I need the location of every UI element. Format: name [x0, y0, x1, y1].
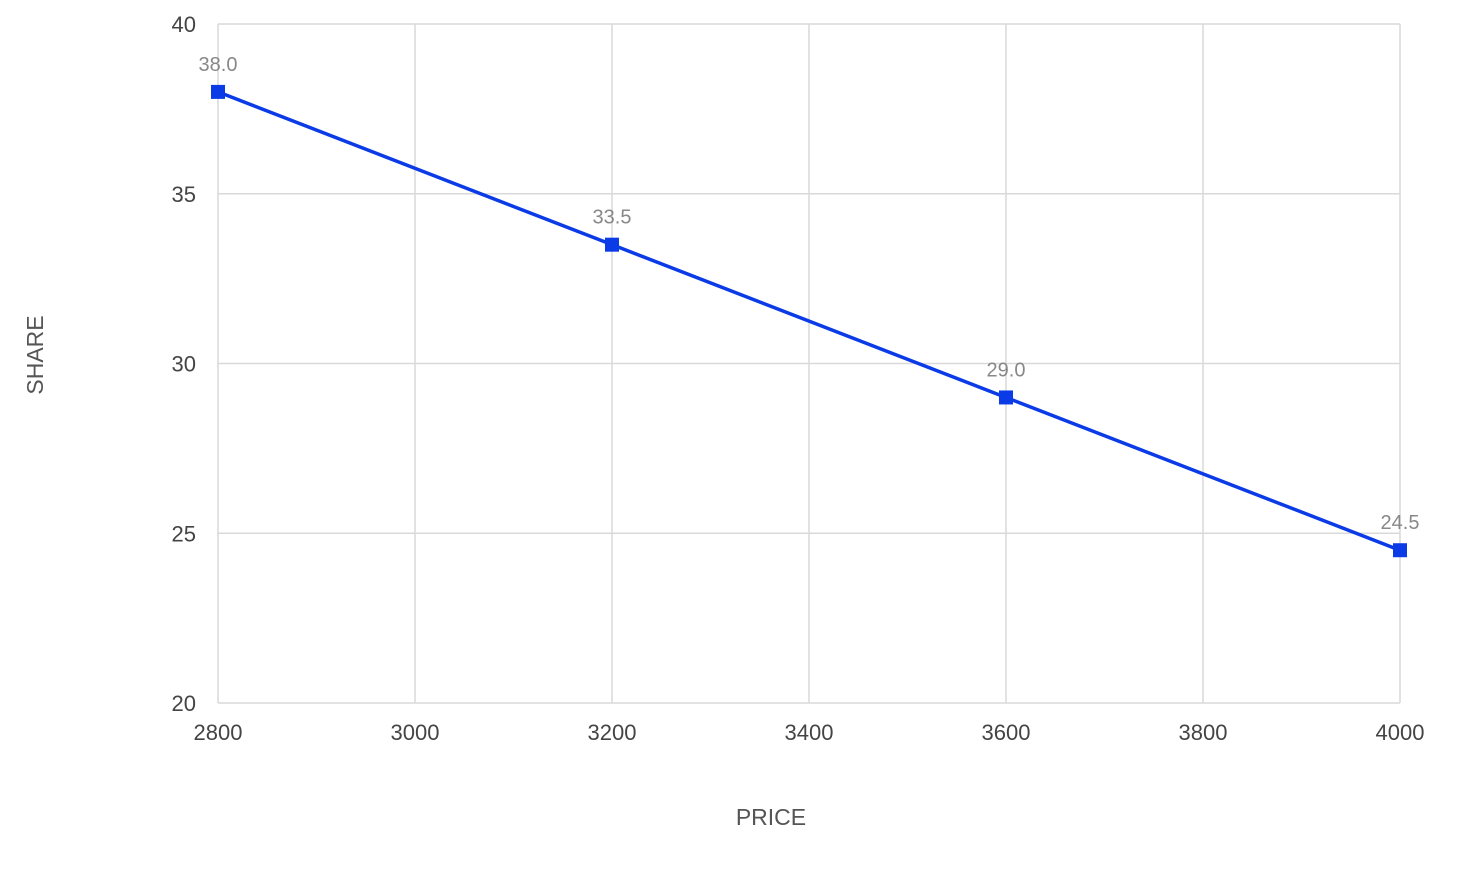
x-tick-label: 3800	[1179, 720, 1228, 745]
y-tick-label: 40	[172, 12, 196, 37]
y-tick-label: 20	[172, 691, 196, 716]
y-axis-ticks: 20 25 30 35 40	[172, 12, 196, 716]
x-axis-title: PRICE	[736, 804, 806, 830]
y-tick-label: 30	[172, 352, 196, 377]
x-tick-label: 3600	[982, 720, 1031, 745]
x-tick-label: 3400	[785, 720, 834, 745]
data-label: 38.0	[199, 54, 238, 76]
data-label: 33.5	[593, 207, 632, 229]
x-tick-label: 2800	[194, 720, 243, 745]
data-point-marker	[211, 84, 225, 99]
data-point-marker	[1393, 543, 1407, 558]
data-label: 24.5	[1381, 512, 1420, 534]
y-tick-label: 25	[172, 521, 196, 546]
data-point-marker	[605, 237, 619, 252]
data-label: 29.0	[987, 359, 1026, 381]
data-point-marker	[999, 390, 1013, 405]
series-layer	[211, 84, 1407, 558]
y-axis-title: SHARE	[22, 315, 48, 394]
x-tick-label: 3000	[391, 720, 440, 745]
y-tick-label: 35	[172, 182, 196, 207]
x-tick-label: 4000	[1376, 720, 1425, 745]
data-labels: 38.0 33.5 29.0 24.5	[199, 54, 1420, 534]
x-tick-label: 3200	[588, 720, 637, 745]
x-axis-ticks: 2800 3000 3200 3400 3600 3800 4000	[194, 720, 1425, 745]
grid	[217, 23, 1401, 704]
series-line	[217, 90, 1401, 552]
